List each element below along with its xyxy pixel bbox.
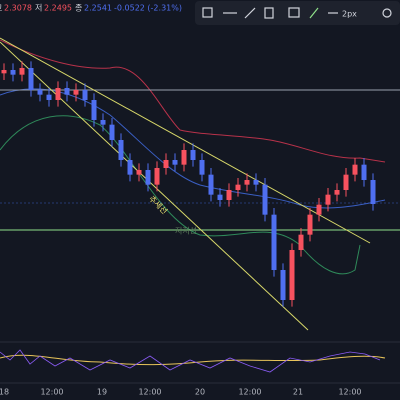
candle-body bbox=[1, 70, 7, 74]
candle-body bbox=[298, 234, 304, 250]
candle-body bbox=[271, 214, 277, 270]
candles bbox=[1, 61, 376, 307]
candle-body bbox=[289, 250, 295, 300]
toolbar-label[interactable]: 2px bbox=[342, 10, 357, 19]
text-tool[interactable] bbox=[288, 7, 300, 18]
candle-body bbox=[280, 270, 286, 300]
candle-body bbox=[118, 140, 124, 160]
fib-tool[interactable] bbox=[264, 7, 274, 19]
candle-body bbox=[235, 184, 241, 190]
candle-body bbox=[172, 160, 178, 165]
x-tick-label: 12:00 bbox=[138, 388, 161, 397]
color-tool[interactable] bbox=[309, 7, 319, 19]
candle-body bbox=[73, 90, 79, 95]
candle-body bbox=[343, 174, 349, 190]
candle-body bbox=[361, 164, 367, 180]
candle-body bbox=[46, 94, 52, 100]
candle-body bbox=[226, 190, 232, 200]
legend-label: 저 bbox=[35, 4, 42, 13]
legend-label: 종 bbox=[75, 4, 82, 13]
candle-body bbox=[370, 180, 376, 204]
trend-line bbox=[0, 41, 309, 331]
candle-body bbox=[19, 68, 25, 75]
candle-body bbox=[217, 194, 223, 200]
candle-body bbox=[64, 88, 70, 95]
x-tick-label: 21 bbox=[293, 388, 303, 397]
candle-body bbox=[145, 170, 151, 185]
candle-body bbox=[100, 120, 106, 125]
x-tick-label: 20 bbox=[195, 388, 205, 397]
legend-value: 2.3078 bbox=[4, 4, 32, 13]
candle-body bbox=[190, 150, 196, 160]
x-axis: 18 12:00 19 12:00 20 12:00 21 12:00 bbox=[0, 388, 362, 397]
candle-body bbox=[316, 204, 322, 215]
candle-body bbox=[136, 170, 142, 175]
oscillator-panel bbox=[0, 342, 400, 380]
legend-value: -0.0522 (-2.31%) bbox=[114, 4, 182, 13]
candle-body bbox=[154, 168, 160, 185]
candle-body bbox=[253, 180, 259, 185]
candle-body bbox=[244, 180, 250, 185]
candle-body bbox=[181, 150, 187, 165]
candle-body bbox=[325, 194, 331, 205]
x-tick-label: 12:00 bbox=[338, 388, 361, 397]
legend-label: 고 bbox=[0, 4, 2, 13]
legend-value: 2.2495 bbox=[44, 4, 72, 13]
x-tick-label: 12:00 bbox=[40, 388, 63, 397]
candle-body bbox=[55, 88, 61, 100]
x-tick-label: 19 bbox=[97, 388, 107, 397]
indicators bbox=[0, 37, 400, 331]
candle-body bbox=[262, 184, 268, 215]
x-tick-label: 12:00 bbox=[238, 388, 261, 397]
candle-body bbox=[208, 174, 214, 195]
candle-body bbox=[334, 190, 340, 195]
candle-body bbox=[352, 164, 358, 175]
drawing-toolbar bbox=[195, 1, 400, 25]
settings-icon[interactable] bbox=[382, 8, 392, 18]
candle-body bbox=[127, 160, 133, 175]
trend-line bbox=[0, 37, 371, 244]
candle-body bbox=[37, 90, 43, 95]
candle-body bbox=[91, 100, 97, 120]
candle-body bbox=[28, 68, 34, 90]
candle-body bbox=[199, 160, 205, 175]
annotation: 지지선 bbox=[175, 227, 197, 236]
x-tick-label: 18 bbox=[0, 388, 9, 397]
oscillator-line bbox=[0, 349, 381, 373]
drag-icon[interactable] bbox=[202, 7, 213, 18]
candle-body bbox=[307, 214, 313, 235]
candle-body bbox=[109, 124, 115, 140]
candle-body bbox=[163, 160, 169, 168]
oscillator-line bbox=[0, 354, 386, 366]
candle-body bbox=[10, 70, 16, 75]
trend-tool[interactable] bbox=[244, 7, 256, 19]
candle-body bbox=[82, 90, 88, 100]
legend-value: 2.2541 bbox=[84, 4, 112, 13]
